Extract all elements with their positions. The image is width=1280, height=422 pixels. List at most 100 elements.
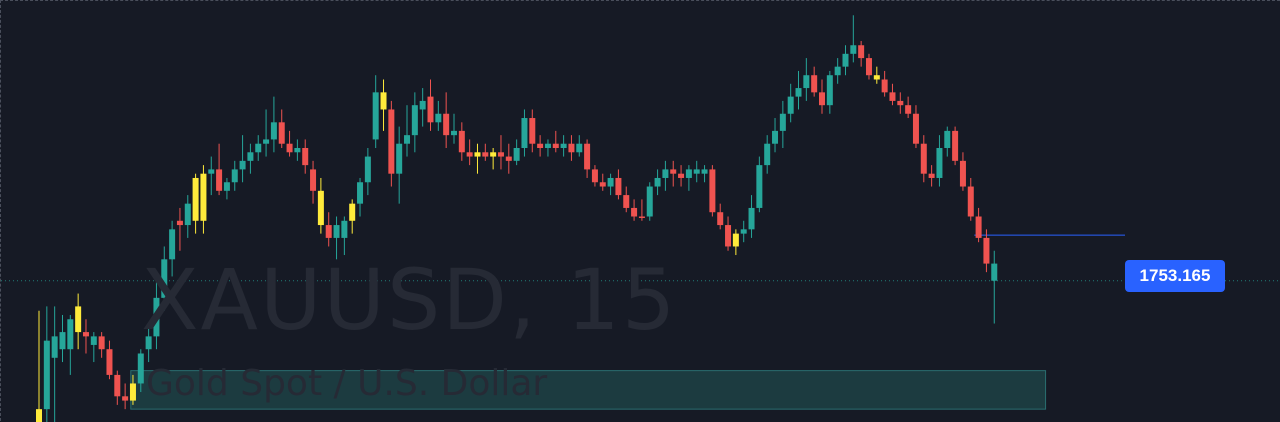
candle-body <box>90 336 97 345</box>
candle-body <box>169 229 176 260</box>
candle-body <box>646 186 653 217</box>
candle-body <box>717 212 724 226</box>
candle-body <box>137 353 144 384</box>
support-zone <box>130 370 1047 410</box>
candle-body <box>388 109 395 174</box>
candle-body <box>897 100 904 106</box>
candle-body <box>129 383 136 401</box>
candle-body <box>912 113 919 144</box>
candle-body <box>82 332 89 337</box>
candle-body <box>372 92 379 140</box>
candle-body <box>787 96 794 114</box>
candle-body <box>231 169 238 183</box>
candle-body <box>576 143 583 153</box>
candle-body <box>114 374 121 397</box>
candle-body <box>122 396 129 401</box>
candle-body <box>317 190 324 226</box>
candle-body <box>756 165 763 208</box>
candle-body <box>748 207 755 230</box>
candle-body <box>106 349 113 375</box>
candle-body <box>435 113 442 123</box>
candle-body <box>709 169 716 213</box>
candle-body <box>779 113 786 131</box>
candle-body <box>952 130 959 161</box>
candle-body <box>670 169 677 174</box>
candle-body <box>59 332 66 350</box>
candle-body <box>591 169 598 183</box>
watermark-symbol: XAUUSD, 15 <box>141 251 678 349</box>
candle-body <box>920 143 927 174</box>
candle-body <box>772 130 779 144</box>
candle-body <box>302 148 309 166</box>
candle-body <box>537 143 544 148</box>
candle-body <box>967 186 974 217</box>
candle-body <box>803 75 810 89</box>
candle-body <box>270 122 277 140</box>
candle-body <box>725 225 732 247</box>
candle-body <box>529 118 536 144</box>
candle-body <box>505 156 512 161</box>
candle-body <box>75 306 82 333</box>
candle-body <box>850 45 857 54</box>
candle-body <box>239 160 246 170</box>
candle-body <box>678 173 685 178</box>
candle-body <box>607 177 614 187</box>
candle-body <box>983 237 990 264</box>
candle-body <box>419 100 426 110</box>
candle-body <box>842 53 849 67</box>
candle-body <box>223 182 230 191</box>
candle-body <box>568 143 575 153</box>
candle-body <box>560 143 567 148</box>
candle-body <box>975 216 982 238</box>
candle-body <box>286 143 293 153</box>
candle-body <box>701 169 708 174</box>
candle-body <box>685 169 692 178</box>
candle-body <box>51 336 58 358</box>
candle-body <box>427 96 434 123</box>
candle-body <box>404 135 411 144</box>
candle-body <box>662 169 669 178</box>
candle-body <box>474 152 481 157</box>
candle-body <box>552 143 559 148</box>
candle-body <box>615 177 622 196</box>
candle-body <box>255 143 262 153</box>
candle-body <box>247 152 254 161</box>
candle-body <box>693 169 700 174</box>
candle-body <box>490 152 497 157</box>
candle-body <box>944 130 951 148</box>
candle-body <box>905 105 912 114</box>
candle-body <box>192 177 199 221</box>
candle-body <box>936 148 943 178</box>
candle-body <box>834 66 841 76</box>
candle-body <box>858 45 865 59</box>
candle-body <box>411 105 418 136</box>
candle-body <box>294 148 301 153</box>
candle-body <box>959 160 966 187</box>
candle-body <box>364 156 371 183</box>
candle-body <box>819 92 825 106</box>
candle-body <box>200 173 207 221</box>
candle-body <box>325 225 332 238</box>
candle-body <box>599 182 606 187</box>
candle-body <box>623 195 630 208</box>
candle-body <box>278 122 285 144</box>
candle-body <box>764 143 771 166</box>
candle-body <box>36 409 42 422</box>
candle-body <box>584 143 591 170</box>
candle-body <box>654 177 661 187</box>
candle-body <box>443 113 450 136</box>
candle-body <box>865 58 872 76</box>
candle-body <box>826 75 833 106</box>
candle-body <box>458 130 465 153</box>
candle-body <box>740 229 747 234</box>
candle-body <box>349 203 356 221</box>
candle-body <box>466 152 473 157</box>
candle-body <box>341 220 348 238</box>
candle-body <box>184 203 191 226</box>
current-price-label[interactable]: 1753.165 <box>1125 260 1225 292</box>
candle-body <box>881 79 888 93</box>
candle-body <box>263 139 270 144</box>
candle-body <box>43 340 50 410</box>
